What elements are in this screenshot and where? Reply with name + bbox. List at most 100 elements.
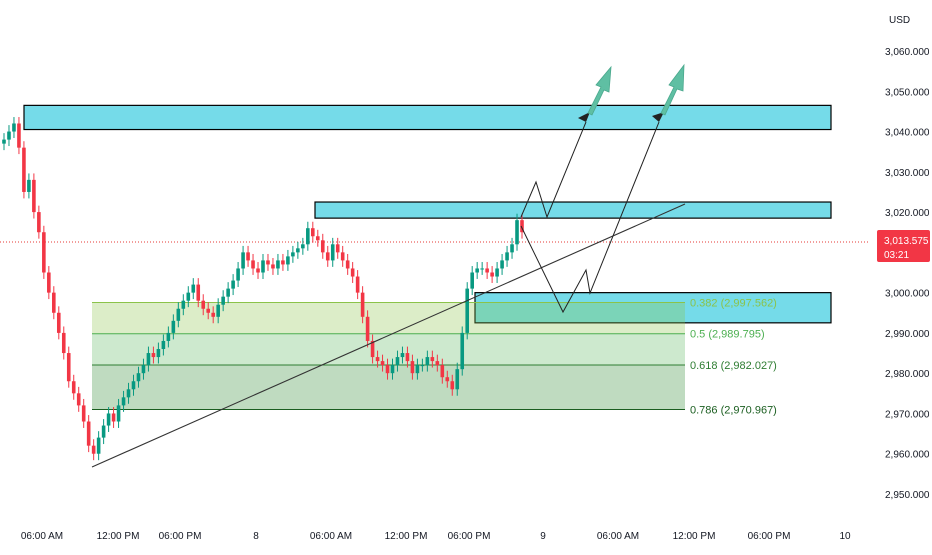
candle-body [510,244,514,253]
candle-body [490,272,494,277]
candle-body [171,320,176,333]
x-tick-label: 8 [253,531,259,542]
x-tick-label: 10 [839,531,851,542]
fib-level-label: 0.5 (2,989.795) [690,329,765,341]
y-tick-label: 2,970.000 [885,409,930,420]
candle-body [370,340,375,358]
candle-body [146,353,151,366]
price-tag-bg [877,230,930,262]
projection-arrowhead [652,112,664,122]
candle-body [465,288,470,333]
x-axis: 06:00 AM 12:00 PM 06:00 PM 8 06:00 AM 12:00 P… [21,531,851,542]
candle-body [7,131,11,140]
candle-body [86,421,91,446]
candle-body [445,377,450,382]
fib-level-label: 0.786 (2,970.967) [690,405,777,417]
candle-body [181,300,186,309]
y-tick-label: 3,000.000 [885,289,930,300]
candle-body [156,349,161,358]
candle-body [176,308,181,321]
candle-body [450,381,455,390]
y-tick-label: 3,060.000 [885,47,930,58]
candle-body [261,260,265,273]
candle-body [480,268,484,270]
candle-body [355,276,360,293]
candle-body [395,357,400,366]
candle-body [500,260,504,269]
candle-body [126,389,131,398]
candle-body [345,260,350,269]
projection-path-2 [520,121,660,314]
candle-body [306,228,310,245]
candle-body [360,292,365,317]
candle-body [236,268,240,281]
candle-body [420,365,425,367]
x-tick-label: 06:00 PM [748,531,791,542]
candle-body [116,405,121,422]
candle-body [56,312,61,333]
candle-body [296,248,300,253]
x-tick-label: 9 [540,531,546,542]
target-arrow-icon [660,63,685,116]
candle-body [216,304,220,317]
candle-body [340,252,345,261]
fib-band [92,333,685,366]
candle-body [17,123,21,148]
y-tick-label: 2,980.000 [885,369,930,380]
candle-body [221,296,225,305]
currency-label: USD [889,15,910,26]
candle-body [47,272,51,293]
countdown-label: 03:21 [884,250,909,261]
candle-body [256,268,260,273]
x-tick-label: 06:00 AM [21,531,63,542]
candle-body [365,316,370,341]
candle-body [430,357,435,362]
candle-body [405,353,410,362]
projection-arrowhead [578,112,590,122]
x-tick-label: 12:00 PM [97,531,140,542]
candle-body [301,244,305,249]
candle-body [186,292,191,301]
candle-body [475,268,479,273]
candle-body [415,365,420,374]
candle-body [106,413,111,426]
trend-line [91,203,686,468]
candle-body [266,260,270,265]
candle-body [470,272,474,289]
candle-body [141,365,146,374]
price-tag: 3,013.575 03:21 [877,230,930,262]
zone-upper-resistance [23,104,832,131]
candle-body [81,405,86,422]
fib-level-label: 0.618 (2,982.027) [690,360,777,372]
y-tick-label: 2,960.000 [885,450,930,461]
fibonacci-layer: 0.382 (2,997.562) 0.5 (2,989.795) 0.618 (2… [92,297,777,417]
candle-body [211,312,215,317]
candle-body [27,179,31,192]
candle-body [206,308,211,313]
candle-body [201,300,206,309]
candle-body [66,353,71,382]
candle-body [380,361,385,366]
candle-body [385,365,390,374]
candle-body [330,244,335,261]
candle-body [375,357,380,362]
candle-body [191,284,196,293]
candle-body [151,353,156,358]
candle-body [52,292,56,313]
candle-body [226,288,230,297]
candle-body [485,268,489,273]
candle-body [101,425,106,438]
candle-body [2,139,6,144]
y-tick-label: 2,950.000 [885,490,930,501]
x-tick-label: 06:00 PM [159,531,202,542]
x-tick-label: 06:00 AM [310,531,352,542]
fib-level-label: 0.382 (2,997.562) [690,297,777,309]
candle-body [335,244,340,253]
y-tick-label: 3,050.000 [885,87,930,98]
candle-body [320,240,325,253]
y-tick-label: 3,030.000 [885,168,930,179]
candle-body [121,397,126,406]
candle-body [42,232,46,273]
candle-body [325,252,330,261]
